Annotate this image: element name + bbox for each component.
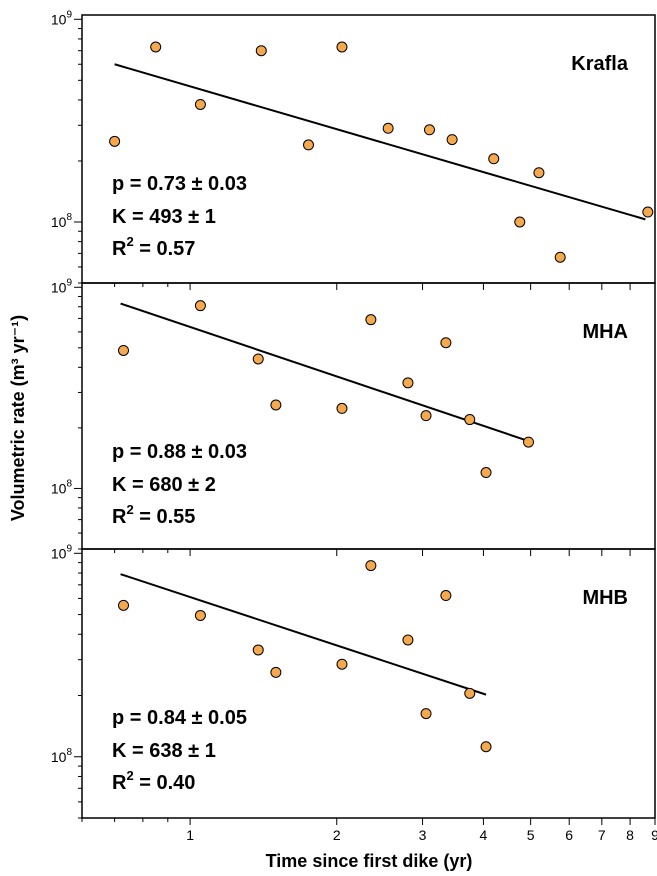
y-tick-label: 108 (51, 478, 73, 496)
data-point (252, 644, 264, 656)
data-point (446, 134, 458, 146)
stat-r2: R2 = 0.55 (112, 502, 195, 528)
x-tick-label: 4 (480, 827, 488, 843)
x-tick-label: 8 (626, 827, 634, 843)
data-point (336, 658, 348, 670)
y-tick-label: 108 (51, 212, 73, 230)
stat-p: p = 0.84 ± 0.05 (112, 707, 247, 729)
data-point (336, 402, 348, 414)
data-point (270, 399, 282, 411)
panel-mhb: 108 109 MHB p = 0.84 ± 0.05 K = 638 ± 1 R2 = … (51, 543, 656, 825)
data-point (382, 122, 394, 134)
data-point (252, 353, 264, 365)
y-tick-label: 109 (51, 9, 73, 27)
y-tick-label: 109 (51, 277, 73, 295)
panel-label: MHB (582, 587, 628, 609)
data-point (402, 634, 414, 646)
data-point (420, 708, 432, 720)
data-point (488, 153, 500, 165)
data-point (117, 599, 129, 611)
data-point (480, 741, 492, 753)
panel-frame (81, 548, 656, 819)
data-point (642, 206, 654, 218)
y-tick-label: 109 (51, 543, 73, 561)
panel-krafla: 108 109 Krafla p = 0.73 ± 0.03 K = 493 ± 1 R2… (51, 9, 656, 290)
y-axis-label: Volumetric rate (m³ yr⁻¹) (8, 315, 28, 521)
data-point (255, 45, 267, 57)
data-point (365, 314, 377, 326)
y-tick-label: 108 (51, 747, 73, 765)
panel-label: MHA (582, 321, 628, 343)
fit-line (114, 63, 646, 221)
x-tick-label: 1 (186, 827, 194, 843)
data-point (464, 414, 476, 426)
data-point (440, 590, 452, 602)
data-point (533, 167, 545, 179)
x-tick-label: 5 (527, 827, 535, 843)
data-point (109, 135, 121, 147)
data-point (402, 377, 414, 389)
data-point (302, 139, 314, 151)
data-point (423, 124, 435, 136)
data-point (480, 467, 492, 479)
stat-p: p = 0.73 ± 0.03 (112, 173, 247, 195)
stat-r2: R2 = 0.40 (112, 768, 195, 794)
x-axis-label: Time since first dike (yr) (266, 851, 473, 871)
data-point (270, 666, 282, 678)
fit-line (120, 573, 487, 696)
stat-k: K = 638 ± 1 (112, 740, 216, 762)
data-point (514, 216, 526, 228)
stat-k: K = 680 ± 2 (112, 474, 216, 496)
x-tick-label: 9 (651, 827, 657, 843)
data-point (336, 41, 348, 53)
panels-group: 108 109 Krafla p = 0.73 ± 0.03 K = 493 ± 1 R2… (51, 9, 657, 843)
data-point (440, 337, 452, 349)
x-tick-label: 7 (598, 827, 606, 843)
data-point (464, 687, 476, 699)
x-tick-label: 3 (419, 827, 427, 843)
data-point (420, 410, 432, 422)
stat-k: K = 493 ± 1 (112, 206, 216, 228)
x-tick-label: 6 (565, 827, 573, 843)
fit-line (120, 302, 529, 443)
data-point (194, 609, 206, 621)
data-point (194, 98, 206, 110)
x-tick-label: 2 (333, 827, 341, 843)
panel-mha: 108 109 MHA p = 0.88 ± 0.03 K = 680 ± 2 R2 = … (51, 277, 656, 556)
data-point (554, 251, 566, 263)
data-point (117, 344, 129, 356)
stat-p: p = 0.88 ± 0.03 (112, 441, 247, 463)
stat-r2: R2 = 0.57 (112, 234, 195, 260)
data-point (150, 41, 162, 53)
panel-label: Krafla (571, 53, 629, 75)
data-point (194, 300, 206, 312)
data-point (523, 436, 535, 448)
data-point (365, 560, 377, 572)
